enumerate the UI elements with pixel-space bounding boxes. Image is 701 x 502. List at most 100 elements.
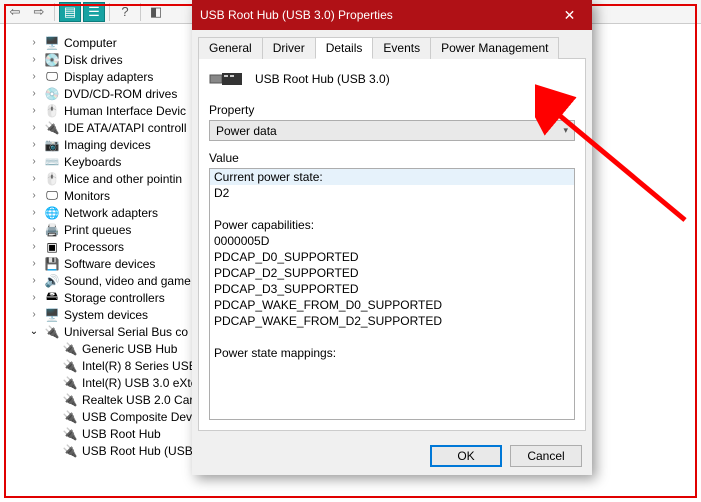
chevron-right-icon[interactable]: ›: [28, 88, 40, 99]
value-line[interactable]: [210, 201, 574, 217]
chevron-right-icon[interactable]: ›: [28, 258, 40, 269]
usb-device-icon: 🔌: [62, 376, 78, 390]
chevron-right-icon[interactable]: ›: [28, 105, 40, 116]
value-line[interactable]: [210, 329, 574, 345]
tree-item-label: Keyboards: [64, 155, 121, 169]
chevron-right-icon[interactable]: ›: [28, 122, 40, 133]
chevron-right-icon[interactable]: ›: [28, 309, 40, 320]
device-icon: 🔊: [44, 274, 60, 288]
chevron-right-icon[interactable]: ›: [28, 156, 40, 167]
tree-item-label: Processors: [64, 240, 124, 254]
tree-item-label: Network adapters: [64, 206, 158, 220]
chevron-right-icon[interactable]: ›: [28, 190, 40, 201]
tree-item-label: Intel(R) 8 Series USB: [82, 359, 197, 373]
chevron-right-icon[interactable]: ›: [28, 37, 40, 48]
value-line[interactable]: Power capabilities:: [210, 217, 574, 233]
value-line[interactable]: PDCAP_D3_SUPPORTED: [210, 281, 574, 297]
tree-item-label: Display adapters: [64, 70, 153, 84]
device-icon: 🔌: [44, 325, 60, 339]
device-icon: 🖥️: [44, 308, 60, 322]
chevron-right-icon[interactable]: ›: [28, 292, 40, 303]
device-name: USB Root Hub (USB 3.0): [255, 72, 390, 86]
tree-item-label: Human Interface Devic: [64, 104, 186, 118]
tree-item-label: IDE ATA/ATAPI controll: [64, 121, 186, 135]
value-line[interactable]: PDCAP_D0_SUPPORTED: [210, 249, 574, 265]
usb-device-icon: 🔌: [62, 427, 78, 441]
value-line[interactable]: PDCAP_D2_SUPPORTED: [210, 265, 574, 281]
device-icon: 🖥️: [44, 36, 60, 50]
device-icon: 🖴: [44, 291, 60, 305]
tree-item-label: USB Root Hub: [82, 427, 161, 441]
cancel-button[interactable]: Cancel: [510, 445, 582, 467]
tab-driver[interactable]: Driver: [262, 37, 316, 59]
device-icon: 📷: [44, 138, 60, 152]
property-dropdown[interactable]: Power data ▾: [209, 120, 575, 141]
tree-item-label: Computer: [64, 36, 117, 50]
chevron-right-icon[interactable]: ›: [28, 173, 40, 184]
tab-panel-details: USB Root Hub (USB 3.0) Property Power da…: [198, 58, 586, 431]
device-icon: 🌐: [44, 206, 60, 220]
tab-details[interactable]: Details: [315, 37, 374, 59]
properties-dialog: USB Root Hub (USB 3.0) Properties ✕ Gene…: [192, 0, 592, 475]
tab-events[interactable]: Events: [372, 37, 431, 59]
property-value: Power data: [216, 124, 277, 138]
chevron-right-icon[interactable]: ›: [28, 207, 40, 218]
property-label: Property: [209, 103, 575, 117]
usb-device-icon: 🔌: [62, 342, 78, 356]
usb-device-icon: 🔌: [62, 393, 78, 407]
chevron-right-icon[interactable]: ›: [28, 224, 40, 235]
tree-item-label: Sound, video and game: [64, 274, 191, 288]
tree-item-label: Imaging devices: [64, 138, 151, 152]
usb-device-icon: 🔌: [62, 444, 78, 458]
tree-item-label: Generic USB Hub: [82, 342, 177, 356]
chevron-right-icon[interactable]: ›: [28, 71, 40, 82]
chevron-right-icon[interactable]: ›: [28, 139, 40, 150]
dialog-title: USB Root Hub (USB 3.0) Properties: [200, 8, 393, 22]
tree-item-label: Monitors: [64, 189, 110, 203]
value-line[interactable]: D2: [210, 185, 574, 201]
device-icon: 💽: [44, 53, 60, 67]
value-line[interactable]: Current power state:: [210, 169, 574, 185]
device-icon: 🖵: [44, 189, 60, 203]
dialog-tabs: GeneralDriverDetailsEventsPower Manageme…: [198, 36, 586, 58]
tree-item-label: Mice and other pointin: [64, 172, 182, 186]
device-icon: 💿: [44, 87, 60, 101]
dialog-buttons: OK Cancel: [192, 437, 592, 475]
dialog-titlebar[interactable]: USB Root Hub (USB 3.0) Properties ✕: [192, 0, 592, 30]
tree-item-label: Realtek USB 2.0 Car: [82, 393, 193, 407]
ok-button[interactable]: OK: [430, 445, 502, 467]
device-icon: 🖵: [44, 70, 60, 84]
chevron-right-icon[interactable]: ›: [28, 275, 40, 286]
tab-power-management[interactable]: Power Management: [430, 37, 559, 59]
chevron-down-icon[interactable]: ⌄: [28, 326, 40, 337]
close-button[interactable]: ✕: [547, 0, 592, 30]
tree-item-label: Print queues: [64, 223, 131, 237]
tree-item-label: Universal Serial Bus co: [64, 325, 188, 339]
device-header: USB Root Hub (USB 3.0): [209, 69, 575, 89]
chevron-down-icon: ▾: [563, 125, 568, 136]
value-line[interactable]: 0000005D: [210, 233, 574, 249]
device-icon: 🖨️: [44, 223, 60, 237]
value-line[interactable]: PDCAP_WAKE_FROM_D0_SUPPORTED: [210, 297, 574, 313]
device-icon: 💾: [44, 257, 60, 271]
usb-device-icon: 🔌: [62, 359, 78, 373]
chevron-right-icon[interactable]: ›: [28, 54, 40, 65]
close-icon: ✕: [564, 7, 576, 24]
tree-item-label: Intel(R) USB 3.0 eXte: [82, 376, 197, 390]
value-line[interactable]: PDCAP_WAKE_FROM_D2_SUPPORTED: [210, 313, 574, 329]
tree-item-label: DVD/CD-ROM drives: [64, 87, 177, 101]
tree-item-label: Software devices: [64, 257, 155, 271]
tree-item-label: Disk drives: [64, 53, 123, 67]
tree-item-label: USB Composite Dev: [82, 410, 192, 424]
chevron-right-icon[interactable]: ›: [28, 241, 40, 252]
device-icon: 🔌: [44, 121, 60, 135]
value-label: Value: [209, 151, 575, 165]
value-line[interactable]: Power state mappings:: [210, 345, 574, 361]
device-icon: 🖱️: [44, 172, 60, 186]
usb-device-icon: 🔌: [62, 410, 78, 424]
device-icon: ⌨️: [44, 155, 60, 169]
tab-general[interactable]: General: [198, 37, 263, 59]
device-icon: 🖱️: [44, 104, 60, 118]
value-listbox[interactable]: Current power state:D2 Power capabilitie…: [209, 168, 575, 420]
usb-icon: [209, 69, 245, 89]
